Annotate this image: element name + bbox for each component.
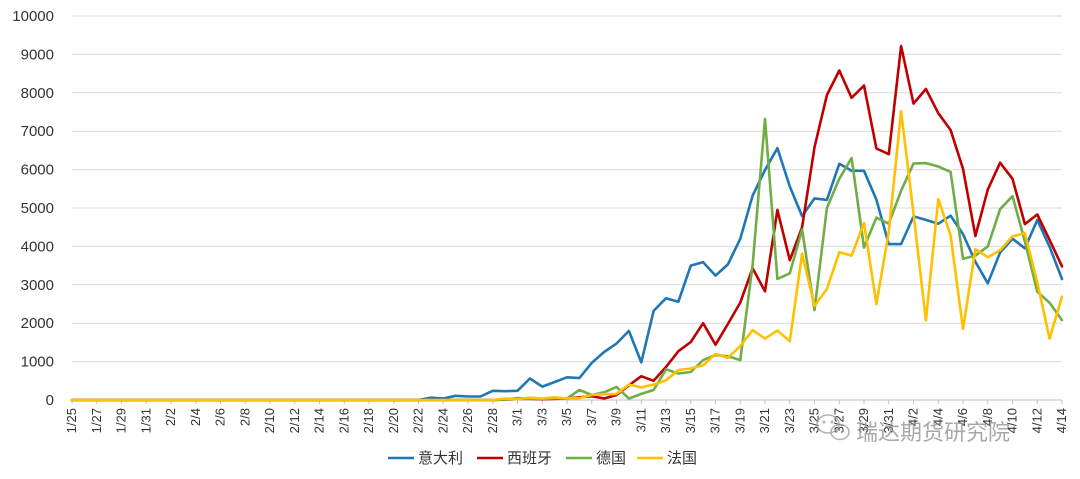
x-tick-label: 2/18 — [361, 408, 376, 433]
x-tick-label: 3/19 — [732, 408, 747, 433]
series-lines — [70, 44, 1064, 402]
x-tick-label: 3/15 — [683, 408, 698, 433]
x-tick-label: 3/31 — [881, 408, 896, 433]
legend-label: 意大利 — [418, 449, 463, 467]
x-tick-label: 3/7 — [584, 408, 599, 426]
legend-item: 德国 — [566, 449, 626, 467]
y-tick-label: 6000 — [21, 162, 54, 179]
y-tick-label: 10000 — [12, 8, 54, 25]
x-tick-label: 3/23 — [782, 408, 797, 433]
y-tick-label: 0 — [46, 392, 54, 409]
y-tick-label: 7000 — [21, 123, 54, 140]
x-tick-label: 2/28 — [485, 408, 500, 433]
x-tick-label: 4/2 — [906, 408, 921, 426]
x-tick-label: 1/29 — [114, 408, 129, 433]
x-tick-label: 4/4 — [930, 408, 945, 426]
x-tick-label: 3/9 — [609, 408, 624, 426]
x-tick-label: 3/5 — [559, 408, 574, 426]
series-line-3 — [70, 109, 1064, 402]
x-tick-label: 3/11 — [633, 408, 648, 432]
legend-label: 德国 — [596, 449, 626, 467]
x-tick-label: 3/21 — [757, 408, 772, 433]
y-tick-label: 2000 — [21, 315, 54, 332]
watermark: 瑞达期货研究院 — [816, 414, 1010, 446]
x-tick-label: 4/10 — [1005, 408, 1020, 433]
legend-label: 西班牙 — [507, 449, 552, 467]
legend-item: 意大利 — [388, 449, 463, 467]
x-tick-label: 1/31 — [138, 408, 153, 433]
x-tick-label: 2/22 — [411, 408, 426, 433]
x-tick-label: 2/16 — [336, 408, 351, 433]
x-tick-label: 4/12 — [1029, 408, 1044, 433]
x-tick-label: 2/20 — [386, 408, 401, 433]
y-axis-ticks: 0 1000 2000 3000 4000 5000 6000 7000 8000 9000 100… — [12, 8, 54, 409]
y-tick-label: 8000 — [21, 85, 54, 102]
x-tick-label: 1/27 — [89, 408, 104, 433]
x-tick-label: 3/3 — [534, 408, 549, 426]
legend-item: 法国 — [637, 449, 697, 467]
legend: 意大利 西班牙 德国 法国 — [388, 449, 697, 467]
x-tick-label: 1/25 — [64, 408, 79, 433]
x-tick-label: 2/6 — [213, 408, 228, 426]
gridlines — [72, 15, 1062, 363]
x-tick-label: 2/8 — [237, 408, 252, 426]
x-tick-label: 4/14 — [1054, 408, 1069, 433]
y-tick-label: 3000 — [21, 277, 54, 294]
y-tick-label: 9000 — [21, 46, 54, 63]
watermark-text: 瑞达期货研究院 — [856, 421, 1010, 446]
legend-label: 法国 — [667, 449, 697, 467]
x-tick-label: 2/14 — [312, 408, 327, 433]
legend-item: 西班牙 — [477, 449, 552, 467]
x-tick-label: 2/4 — [188, 408, 203, 426]
series-line-2 — [70, 117, 1064, 402]
x-tick-label: 4/6 — [955, 408, 970, 426]
y-tick-label: 4000 — [21, 238, 54, 255]
x-tick-label: 3/17 — [708, 408, 723, 433]
x-tick-label: 2/24 — [435, 408, 450, 433]
x-tick-label: 2/2 — [163, 408, 178, 426]
series-line-0 — [70, 146, 1064, 402]
x-tick-label: 2/10 — [262, 408, 277, 433]
x-tick-label: 3/29 — [856, 408, 871, 433]
y-tick-label: 1000 — [21, 354, 54, 371]
x-tick-label: 4/8 — [980, 408, 995, 426]
x-tick-label: 2/26 — [460, 408, 475, 433]
x-tick-label: 3/13 — [658, 408, 673, 433]
x-tick-label: 2/12 — [287, 408, 302, 433]
wechat-icon — [816, 414, 850, 441]
x-tick-label: 3/1 — [510, 408, 525, 426]
y-tick-label: 5000 — [21, 200, 54, 217]
